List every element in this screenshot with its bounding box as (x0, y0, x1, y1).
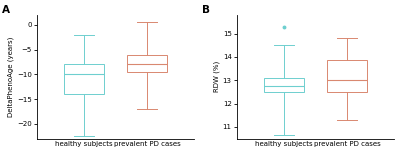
Y-axis label: RDW (%): RDW (%) (214, 61, 220, 92)
Text: A: A (2, 5, 10, 15)
Y-axis label: DeltaPhenoAge (years): DeltaPhenoAge (years) (8, 37, 14, 117)
Text: B: B (202, 5, 210, 15)
